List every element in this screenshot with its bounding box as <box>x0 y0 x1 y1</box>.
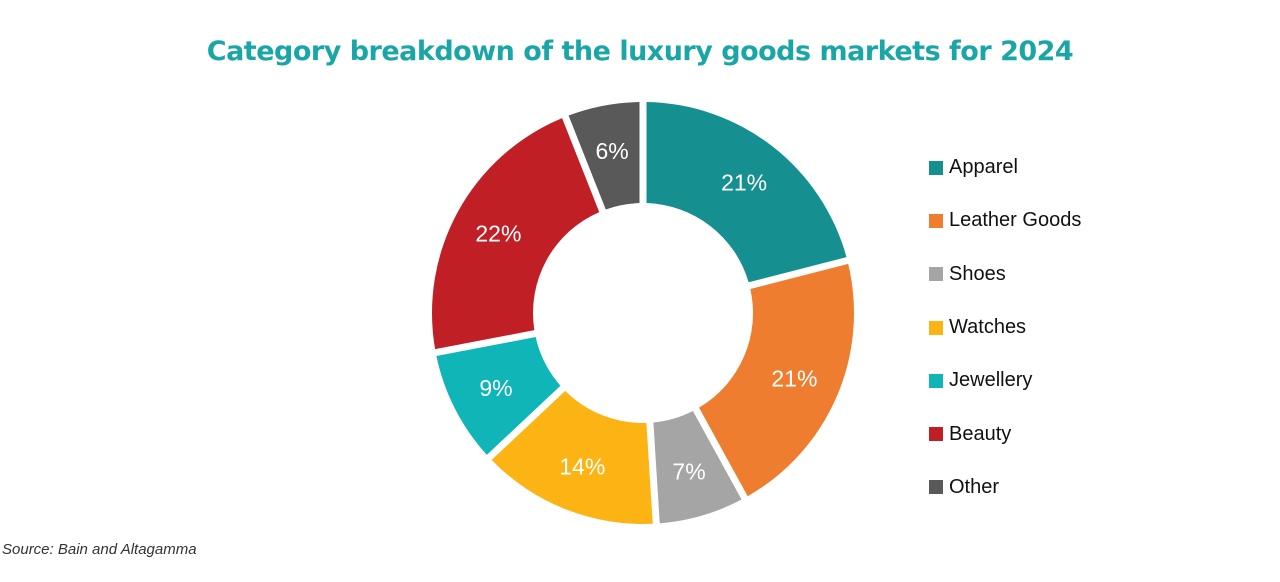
slice-watches <box>491 390 653 524</box>
legend-label-shoes: Shoes <box>949 262 1006 285</box>
legend-label-jewellery: Jewellery <box>949 369 1033 392</box>
legend-swatch-apparel <box>929 160 943 175</box>
legend-swatch-watches <box>929 320 943 335</box>
legend-item-watches: Watches <box>929 301 1081 354</box>
slice-label-other: 6% <box>595 138 628 164</box>
slice-apparel <box>646 102 847 283</box>
slice-labels: 21% 21% 7% 14% 9% 22% 6% <box>475 138 817 485</box>
chart-legend: Apparel Leather Goods Shoes Watches Jeweller… <box>929 141 1081 514</box>
legend-swatch-other <box>929 480 943 495</box>
slice-beauty <box>432 118 600 350</box>
slice-label-beauty: 22% <box>475 221 521 247</box>
slice-label-leather-goods: 21% <box>771 366 817 392</box>
legend-item-other: Other <box>929 461 1081 514</box>
legend-item-shoes: Shoes <box>929 248 1081 301</box>
legend-label-watches: Watches <box>949 316 1027 339</box>
slice-other <box>568 102 640 210</box>
slice-jewellery <box>436 337 561 455</box>
legend-item-leather-goods: Leather Goods <box>929 194 1081 247</box>
slice-shoes <box>653 411 742 524</box>
source-note: Source: Bain and Altagamma <box>2 541 197 558</box>
legend-label-other: Other <box>949 475 1000 498</box>
slice-label-watches: 14% <box>559 453 605 479</box>
legend-item-jewellery: Jewellery <box>929 354 1081 407</box>
donut-slices <box>432 102 855 524</box>
chart-title: Category breakdown of the luxury goods m… <box>206 36 1074 67</box>
legend-item-apparel: Apparel <box>929 141 1081 194</box>
legend-swatch-jewellery <box>929 373 943 388</box>
slice-leather-goods <box>699 263 855 497</box>
legend-swatch-shoes <box>929 267 943 282</box>
slice-label-apparel: 21% <box>721 170 767 196</box>
legend-swatch-leather-goods <box>929 213 943 228</box>
legend-label-beauty: Beauty <box>949 422 1012 445</box>
legend-label-leather-goods: Leather Goods <box>949 209 1082 232</box>
slice-label-shoes: 7% <box>672 458 705 484</box>
legend-item-beauty: Beauty <box>929 407 1081 460</box>
legend-label-apparel: Apparel <box>949 156 1018 179</box>
legend-swatch-beauty <box>929 427 943 442</box>
slice-label-jewellery: 9% <box>479 375 512 401</box>
